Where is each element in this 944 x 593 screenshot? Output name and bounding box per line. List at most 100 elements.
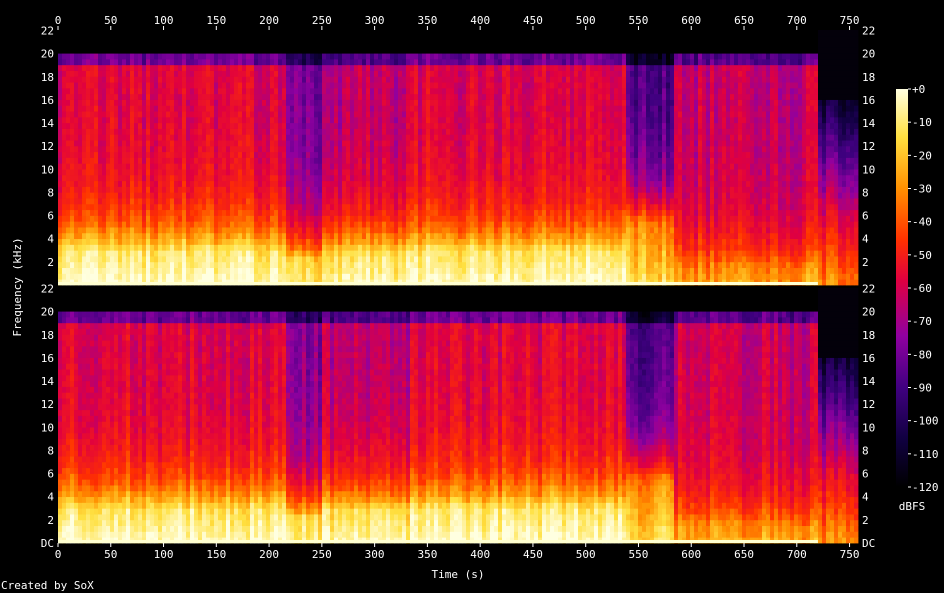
x-axis-bottom: 0 50 100 150 200 250 300 350 400 450 500 550 600 650 7…: [55, 543, 860, 561]
colorbar-tick-label: -70: [912, 315, 932, 328]
channel-2-spectrogram: [58, 288, 859, 544]
y-tick-label-left: 8: [47, 444, 54, 457]
x-tick-label-bottom: 200: [259, 548, 279, 561]
colorbar-tick-label: -110: [912, 448, 939, 461]
x-tick-label-bottom: 500: [576, 548, 596, 561]
x-tick-label-top: 550: [629, 14, 649, 27]
x-tick-label-bottom: 400: [470, 548, 490, 561]
y-tick-label-right: 14: [862, 117, 876, 130]
y-tick-label-left: 22: [41, 25, 54, 38]
y-tick-label-right: 14: [862, 375, 876, 388]
y-tick-label-right: 12: [862, 140, 875, 153]
y-tick-label-right: 20: [862, 306, 875, 319]
y-tick-label-left: 2: [47, 256, 54, 269]
y-tick-label-left: 14: [41, 117, 55, 130]
y-tick-label-right: 12: [862, 398, 875, 411]
y-axis-left: 2 4 6 8 10 12 14 16 18 20 22 DC 2 4 6 8 10 12 14 16 18 20 22: [41, 25, 55, 550]
x-tick-label-bottom: 650: [734, 548, 754, 561]
y-tick-label-right: 4: [862, 233, 869, 246]
x-tick-label-bottom: 0: [55, 548, 62, 561]
colorbar-tick-label: -50: [912, 249, 932, 262]
x-tick-label-bottom: 150: [206, 548, 226, 561]
y-tick-label-left: 16: [41, 352, 54, 365]
x-tick-label-top: 250: [312, 14, 332, 27]
colorbar-tick-label: +0: [912, 83, 925, 96]
colorbar-tick-label: -90: [912, 382, 932, 395]
y-axis-label: Frequency (kHz): [11, 237, 24, 336]
y-tick-label-right: DC: [862, 537, 875, 550]
x-tick-label-bottom: 50: [104, 548, 117, 561]
y-tick-label-right: 16: [862, 94, 875, 107]
x-tick-label-top: 750: [840, 14, 860, 27]
x-tick-label-bottom: 350: [417, 548, 437, 561]
y-tick-label-right: 2: [862, 514, 869, 527]
y-tick-label-right: 18: [862, 71, 875, 84]
y-tick-label-left: 6: [47, 468, 54, 481]
y-tick-label-left: 4: [47, 491, 54, 504]
y-tick-label-right: 18: [862, 329, 875, 342]
y-tick-label-left: 12: [41, 398, 54, 411]
y-tick-label-left: 10: [41, 163, 54, 176]
x-axis-label: Time (s): [432, 568, 485, 581]
y-tick-label-right: 22: [862, 25, 875, 38]
y-tick-label-right: 8: [862, 444, 869, 457]
colorbar-tick-label: -120: [912, 481, 939, 494]
x-tick-label-bottom: 550: [629, 548, 649, 561]
y-tick-label-left: 2: [47, 514, 54, 527]
x-tick-label-bottom: 300: [365, 548, 385, 561]
y-tick-label-left: 18: [41, 71, 54, 84]
y-tick-label-left: 12: [41, 140, 54, 153]
y-tick-label-right: 4: [862, 491, 869, 504]
y-tick-label-right: 2: [862, 256, 869, 269]
y-tick-label-right: 20: [862, 48, 875, 61]
x-tick-label-top: 50: [104, 14, 117, 27]
colorbar-tick-label: -60: [912, 282, 932, 295]
x-tick-label-top: 150: [206, 14, 226, 27]
y-tick-label-left: 14: [41, 375, 55, 388]
colorbar-ticks: +0 -10 -20 -30 -40 -50 -60 -70 -80 -90 -100 -110 -12…: [908, 83, 939, 494]
x-axis-top: 0 50 100 150 200 250 300 350 400 450 500 550 600 650 7…: [55, 14, 860, 30]
channel-1-spectrogram: [58, 30, 859, 286]
y-tick-label-left: 20: [41, 48, 54, 61]
y-tick-label-left: 20: [41, 306, 54, 319]
y-tick-label-right: 22: [862, 283, 875, 296]
colorbar-tick-label: -40: [912, 216, 932, 229]
colorbar-tick-label: -20: [912, 149, 932, 162]
x-tick-label-top: 700: [787, 14, 807, 27]
y-tick-label-left: 22: [41, 283, 54, 296]
y-axis-right: 2 4 6 8 10 12 14 16 18 20 22 DC 2 4 6 8 10 12 14 16 18 20 22: [862, 25, 876, 550]
colorbar-tick-label: -100: [912, 415, 939, 428]
y-tick-label-right: 6: [862, 468, 869, 481]
x-tick-label-top: 0: [55, 14, 62, 27]
y-tick-label-left: 4: [47, 233, 54, 246]
x-tick-label-top: 200: [259, 14, 279, 27]
x-tick-label-bottom: 450: [523, 548, 543, 561]
colorbar: [896, 89, 908, 487]
x-tick-label-top: 350: [417, 14, 437, 27]
colorbar-label: dBFS: [899, 500, 926, 513]
y-tick-label-right: 10: [862, 421, 875, 434]
x-tick-label-top: 100: [154, 14, 174, 27]
x-tick-label-bottom: 250: [312, 548, 332, 561]
y-tick-label-left: 16: [41, 94, 54, 107]
x-tick-label-bottom: 600: [681, 548, 701, 561]
x-tick-label-bottom: 100: [154, 548, 174, 561]
x-tick-label-top: 500: [576, 14, 596, 27]
credit-text: Created by SoX: [1, 579, 94, 592]
y-tick-label-right: 16: [862, 352, 875, 365]
y-tick-label-left: 10: [41, 421, 54, 434]
y-tick-label-left: 18: [41, 329, 54, 342]
y-tick-label-right: 10: [862, 163, 875, 176]
x-tick-label-top: 450: [523, 14, 543, 27]
x-tick-label-top: 300: [365, 14, 385, 27]
y-tick-label-right: 6: [862, 210, 869, 223]
x-tick-label-top: 400: [470, 14, 490, 27]
y-tick-label-right: 8: [862, 186, 869, 199]
y-tick-label-left: 8: [47, 186, 54, 199]
y-tick-label-left: 6: [47, 210, 54, 223]
x-tick-label-bottom: 700: [787, 548, 807, 561]
colorbar-tick-label: -80: [912, 348, 932, 361]
x-tick-label-bottom: 750: [840, 548, 860, 561]
colorbar-tick-label: -30: [912, 183, 932, 196]
